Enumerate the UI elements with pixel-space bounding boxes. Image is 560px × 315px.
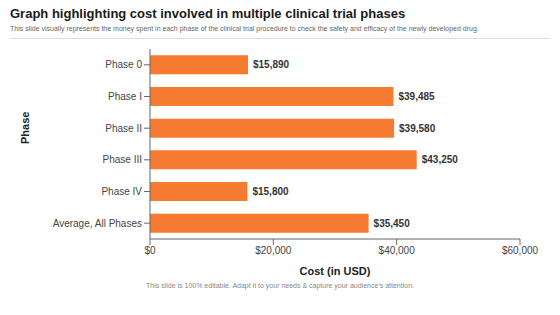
svg-text:$20,000: $20,000 (255, 245, 292, 256)
svg-text:Phase IV: Phase IV (101, 186, 142, 197)
svg-text:$15,890: $15,890 (253, 59, 290, 70)
svg-text:$39,485: $39,485 (398, 91, 435, 102)
svg-text:$60,000: $60,000 (502, 245, 539, 256)
html-text:This slide is 100% editable. A: This slide is 100% editable. Adapt it to… (146, 282, 414, 289)
svg-text:$35,450: $35,450 (374, 218, 411, 229)
svg-text:Cost (in USD): Cost (in USD) (300, 265, 371, 277)
svg-text:Average, All Phases: Average, All Phases (53, 218, 142, 229)
svg-text:$43,250: $43,250 (422, 154, 459, 165)
svg-text:$0: $0 (144, 245, 156, 256)
svg-text:Phase III: Phase III (103, 154, 142, 165)
svg-text:$39,580: $39,580 (399, 123, 436, 134)
html-text:This slide visually represents: This slide visually represents the money… (10, 25, 479, 32)
svg-text:$15,800: $15,800 (252, 186, 289, 197)
svg-text:Phase I: Phase I (108, 91, 142, 102)
svg-text:Phase II: Phase II (105, 123, 142, 134)
html-text:Graph highlighting cost involv: Graph highlighting cost involved in mult… (10, 6, 406, 21)
svg-text:Phase: Phase (19, 112, 31, 144)
svg-text:Phase 0: Phase 0 (105, 59, 142, 70)
svg-text:$40,000: $40,000 (379, 245, 416, 256)
